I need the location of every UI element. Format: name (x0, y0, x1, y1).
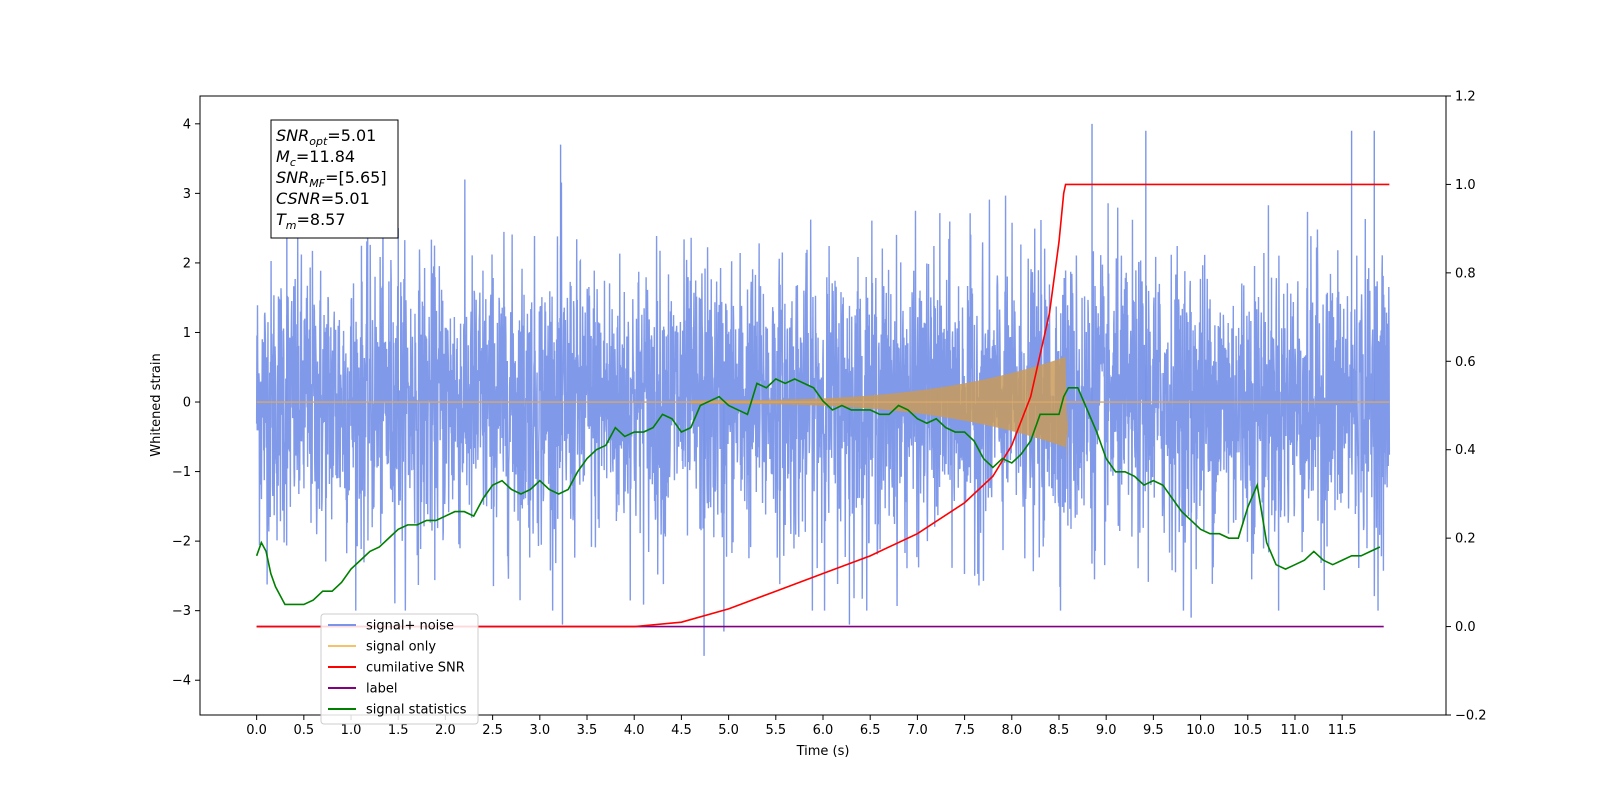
y2-tick-label: 1.2 (1455, 90, 1476, 105)
x-axis-label: Time (s) (796, 744, 850, 759)
x-tick-label: 6.5 (860, 723, 881, 738)
x-tick-label: 10.0 (1186, 723, 1215, 738)
x-tick-label: 10.5 (1233, 723, 1262, 738)
y-axis-right: −0.2 0.0 0.2 0.4 0.6 0.8 1.0 1.2 (1446, 90, 1487, 724)
legend: signal+ noise signal only cumilative SNR la… (320, 613, 479, 725)
signal-noise-line (255, 179, 1391, 611)
cumulative-snr-line (256, 183, 1390, 628)
x-tick-label: 2.5 (482, 723, 503, 738)
y-tick-label: 1 (183, 326, 191, 341)
legend-label: signal statistics (366, 703, 467, 718)
x-tick-label: 4.5 (671, 723, 692, 738)
signal-noise-series (255, 123, 1391, 656)
y-tick-label: 0 (183, 396, 191, 411)
x-tick-label: 5.0 (718, 723, 739, 738)
x-tick-label: 11.0 (1280, 723, 1309, 738)
x-tick-label: 7.0 (907, 723, 928, 738)
x-tick-label: 11.5 (1328, 723, 1357, 738)
x-tick-label: 8.0 (1001, 723, 1022, 738)
x-tick-label: 7.5 (954, 723, 975, 738)
annotation-line: Tm=8.57 (276, 210, 346, 232)
y-tick-label: 4 (183, 117, 191, 132)
legend-frame (320, 613, 479, 725)
x-tick-label: 9.0 (1096, 723, 1117, 738)
y-tick-label: −3 (172, 604, 191, 619)
legend-label: label (366, 682, 397, 697)
x-tick-label: 0.5 (293, 723, 314, 738)
y-tick-label: −1 (172, 465, 191, 480)
legend-label: signal+ noise (366, 619, 454, 634)
annotation-line: Mc=11.84 (276, 147, 355, 169)
y-tick-label: 2 (183, 256, 191, 271)
x-tick-label: 1.0 (341, 723, 362, 738)
annotation-line: SNRopt=5.01 (276, 126, 376, 148)
y-axis-left: −4 −3 −2 −1 0 1 2 3 4 (172, 117, 200, 689)
y2-tick-label: 0.2 (1455, 532, 1476, 547)
y2-tick-label: 0.4 (1455, 443, 1476, 458)
signal-statistics-series (255, 378, 1381, 606)
x-axis: 0.0 0.5 1.0 1.5 2.0 2.5 3.0 3.5 4.0 4.5 5.0 5.5 6.0 6… (246, 715, 1357, 738)
x-tick-label: 0.0 (246, 723, 267, 738)
annotation-frame (270, 119, 399, 239)
annotation-line: SNRMF=[5.65] (276, 168, 387, 190)
y-axis-label: Whitened strain (149, 353, 164, 456)
legend-label: signal only (366, 640, 436, 655)
x-tick-label: 3.5 (577, 723, 598, 738)
y2-tick-label: −0.2 (1455, 709, 1487, 724)
x-tick-label: 1.5 (388, 723, 409, 738)
legend-label: cumilative SNR (366, 661, 465, 676)
signal-statistics-line (255, 378, 1381, 606)
cumulative-snr-series (256, 183, 1390, 628)
y2-tick-label: 0.0 (1455, 620, 1476, 635)
annotation-box: SNRopt=5.01Mc=11.84SNRMF=[5.65]CSNR=5.01… (270, 119, 399, 239)
x-tick-label: 9.5 (1143, 723, 1164, 738)
x-tick-label: 4.0 (624, 723, 645, 738)
y-tick-label: −4 (172, 674, 191, 689)
signal-only-envelope (690, 356, 1069, 465)
x-tick-label: 2.0 (435, 723, 456, 738)
y-tick-label: 3 (183, 187, 191, 202)
x-tick-label: 3.0 (529, 723, 550, 738)
x-tick-label: 5.5 (765, 723, 786, 738)
y2-tick-label: 0.6 (1455, 355, 1476, 370)
y2-tick-label: 0.8 (1455, 266, 1476, 281)
annotation-line: CSNR=5.01 (276, 189, 370, 208)
y2-tick-label: 1.0 (1455, 178, 1476, 193)
y-tick-label: −2 (172, 535, 191, 550)
x-tick-label: 8.5 (1049, 723, 1070, 738)
x-tick-label: 6.0 (813, 723, 834, 738)
